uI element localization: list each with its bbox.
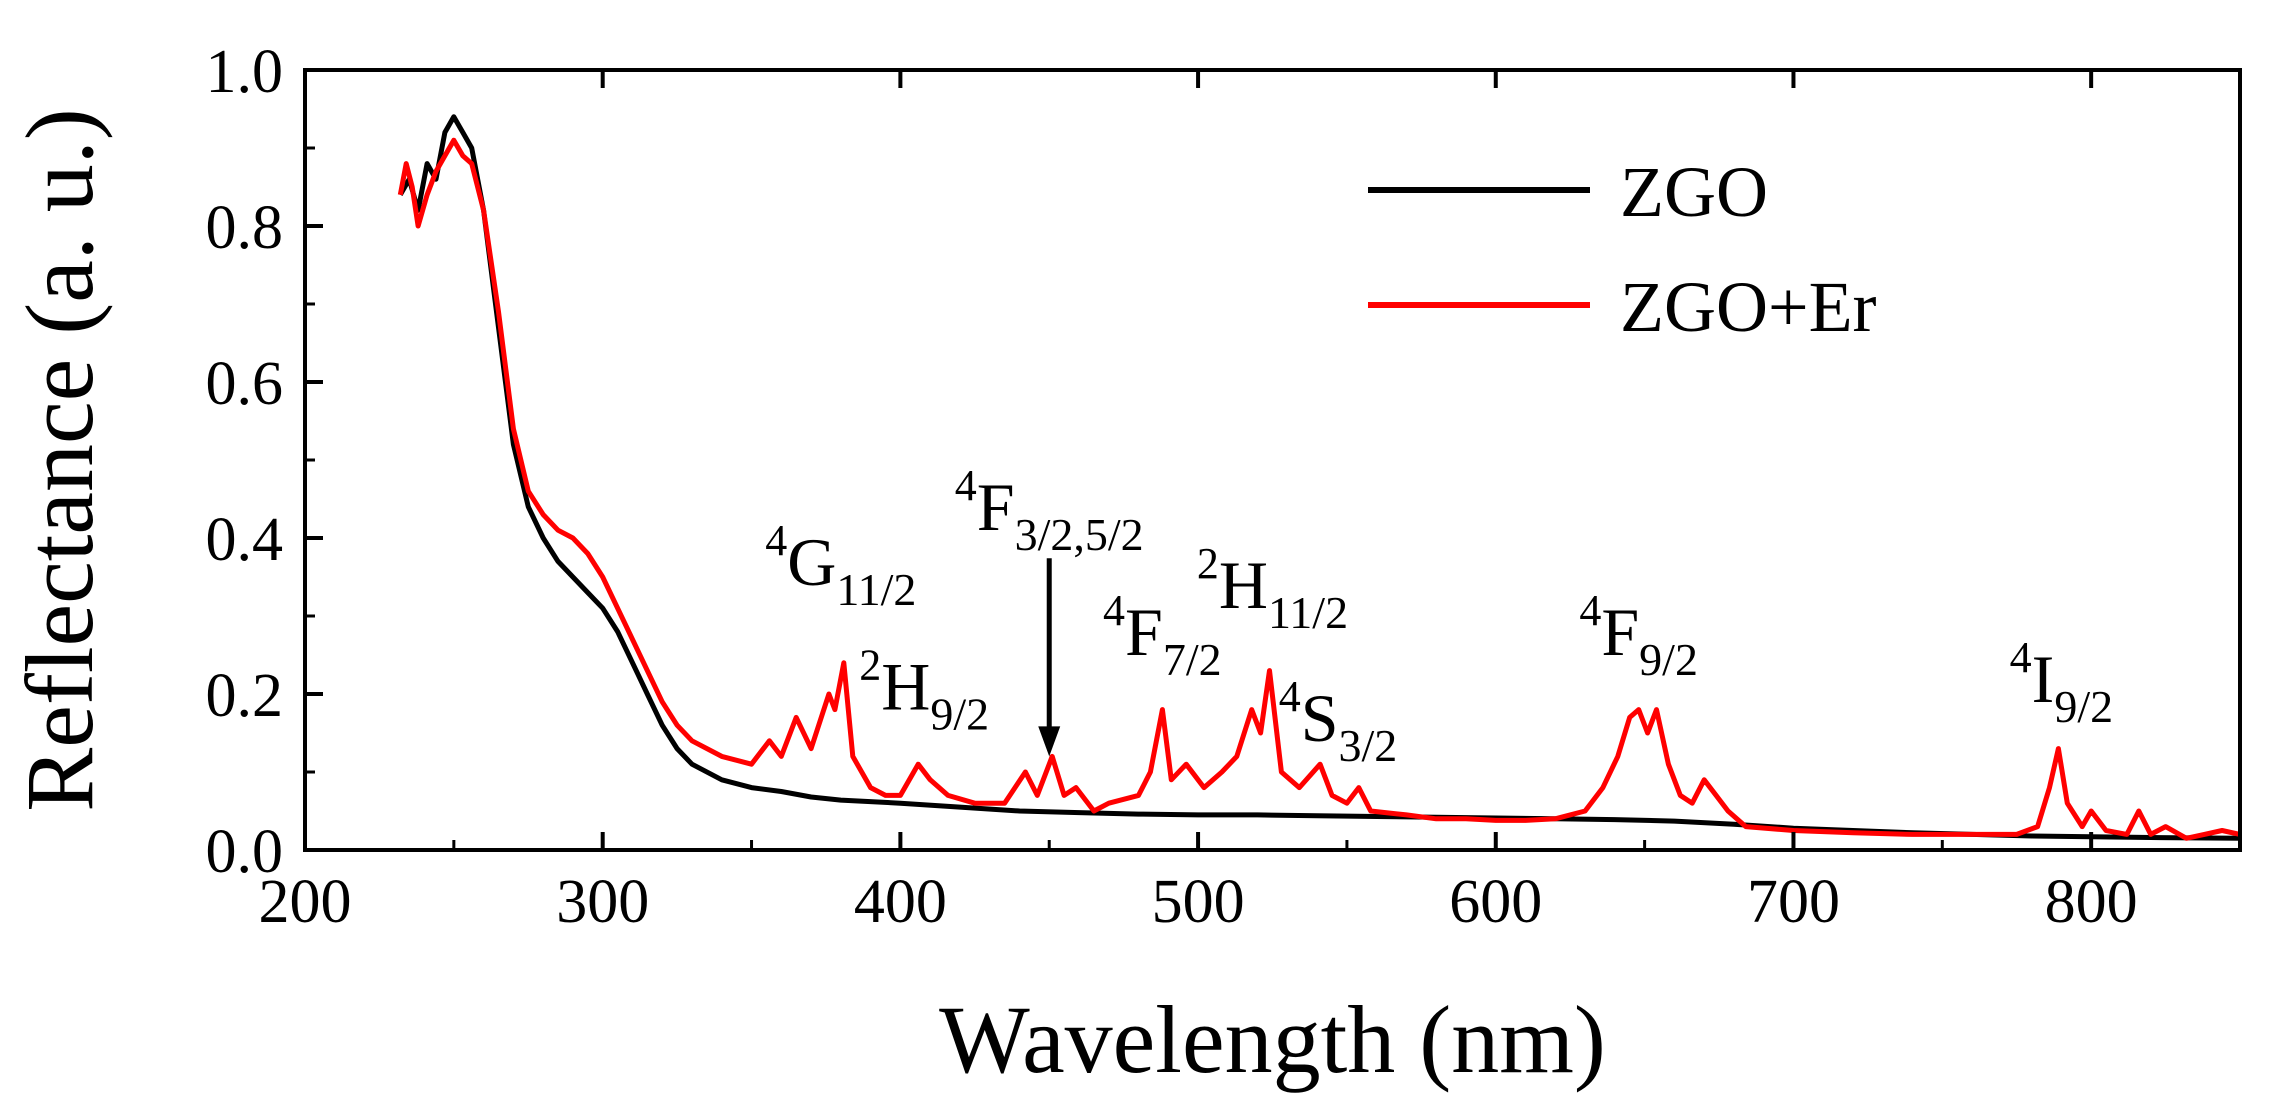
transition-label: 4F3/2,5/2 [955,461,1144,560]
y-axis-title: Reflectance (a. u.) [6,108,113,812]
annotation-arrow-head [1038,726,1061,757]
legend: ZGO ZGO+Er [1368,152,1877,347]
transition-label: 2H9/2 [859,641,989,740]
transition-label: 4S3/2 [1279,672,1398,771]
y-tick-label: 0.8 [206,194,284,262]
y-tick-label: 0.6 [206,350,284,418]
y-tick-label: 0.2 [206,662,284,730]
x-tick-label: 500 [1152,868,1245,936]
legend-label-zgo-er: ZGO+Er [1620,267,1877,347]
y-tick-label: 1.0 [206,38,284,106]
x-tick-label: 200 [259,868,352,936]
x-tick-label: 800 [2045,868,2138,936]
ticks: 200 300 400 500 600 700 800 0.0 0.2 0.4 0.6 0.8 1.0 [206,38,2138,936]
x-tick-label: 700 [1747,868,1840,936]
axes [303,68,2242,852]
y-tick-label: 0.0 [206,818,284,886]
x-tick-label: 300 [556,868,649,936]
y-tick-label: 0.4 [206,506,284,574]
series-line-zgo-er [397,137,2240,841]
transition-label: 4I9/2 [2010,633,2113,732]
transition-label: 4F9/2 [1579,586,1698,685]
legend-label-zgo: ZGO [1620,152,1768,232]
plot-frame [303,68,2242,852]
x-tick-label: 600 [1449,868,1542,936]
transition-label: 4G11/2 [765,516,916,615]
plot-area [397,114,2240,841]
x-axis-title: Wavelength (nm) [939,986,1606,1093]
transition-label: 4F7/2 [1103,586,1222,685]
transition-label: 2H11/2 [1197,539,1348,638]
x-tick-label: 400 [854,868,947,936]
